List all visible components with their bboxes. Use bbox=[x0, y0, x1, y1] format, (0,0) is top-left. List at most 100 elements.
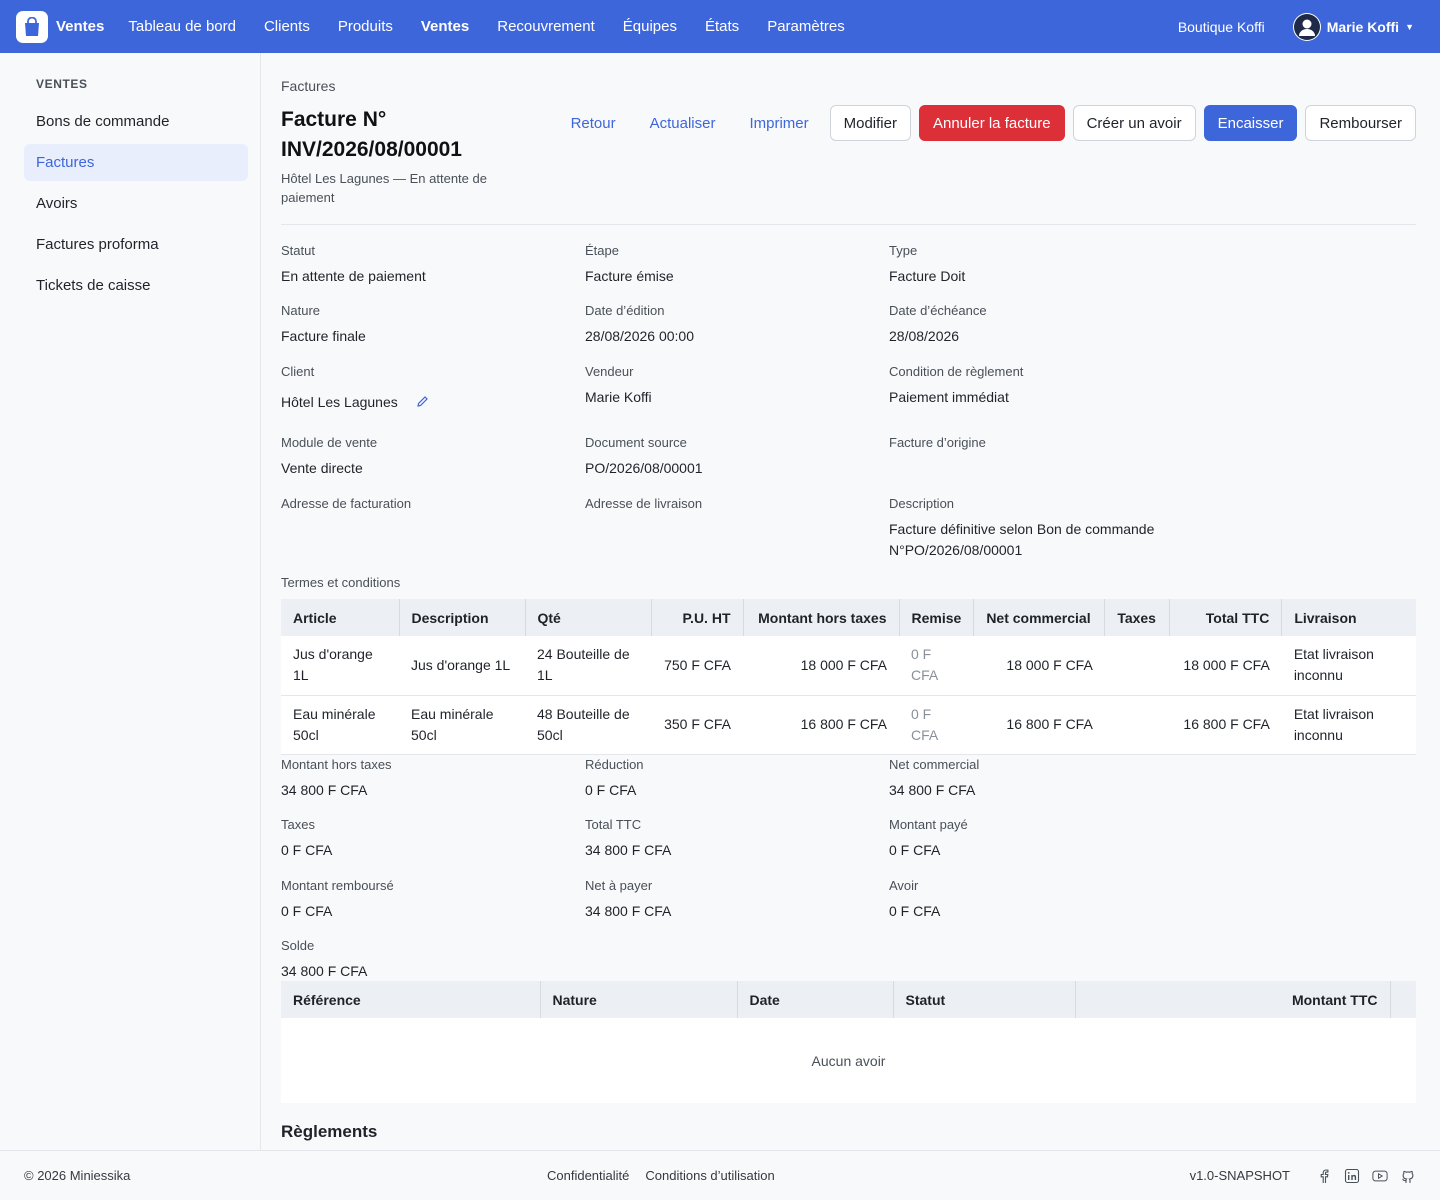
col-remise[interactable]: Remise bbox=[899, 599, 975, 636]
sidebar-item-factures-proforma[interactable]: Factures proforma bbox=[36, 236, 159, 253]
nav-etats[interactable]: États bbox=[705, 18, 740, 35]
field-value: Vente directe bbox=[281, 460, 363, 476]
table-row[interactable]: Jus d'orange 1L Jus d'orange 1L 24 Boute… bbox=[281, 636, 1416, 696]
col-taxes[interactable]: Taxes bbox=[1104, 599, 1171, 636]
copyright: © 2026 Miniessika bbox=[24, 1168, 131, 1183]
col-article[interactable]: Article bbox=[281, 599, 400, 636]
col-reference[interactable]: Référence bbox=[281, 981, 541, 1018]
client-link[interactable]: Hôtel Les Lagunes bbox=[281, 394, 398, 410]
col-montant-ttc[interactable]: Montant TTC bbox=[1075, 981, 1391, 1018]
field-date-edition: Date d’édition 28/08/2026 00:00 bbox=[585, 302, 885, 347]
col-statut[interactable]: Statut bbox=[893, 981, 1076, 1018]
field-value: 34 800 F CFA bbox=[889, 782, 976, 798]
facebook-icon[interactable] bbox=[1316, 1168, 1332, 1184]
col-net-commercial[interactable]: Net commercial bbox=[973, 599, 1106, 636]
cell-total-ttc: 16 800 F CFA bbox=[1169, 695, 1282, 755]
nav-clients[interactable]: Clients bbox=[263, 18, 310, 35]
nav-recouvrement[interactable]: Recouvrement bbox=[497, 18, 595, 35]
privacy-link[interactable]: Confidentialité bbox=[547, 1168, 630, 1183]
field-label: Taxes bbox=[281, 817, 315, 832]
youtube-icon[interactable] bbox=[1372, 1168, 1388, 1184]
terms-link[interactable]: Conditions d’utilisation bbox=[645, 1168, 775, 1183]
total-paye: Montant payé 0 F CFA bbox=[889, 816, 1189, 861]
field-label: Vendeur bbox=[585, 364, 634, 379]
col-montant-ht[interactable]: Montant hors taxes bbox=[743, 599, 900, 636]
field-client: Client Hôtel Les Lagunes bbox=[281, 363, 581, 414]
sidebar-item-tickets-de-caisse[interactable]: Tickets de caisse bbox=[36, 277, 151, 294]
cell-taxes bbox=[1104, 636, 1170, 696]
divider bbox=[281, 224, 1416, 225]
pencil-icon[interactable] bbox=[416, 393, 429, 414]
cell-article: Jus d'orange 1L bbox=[281, 636, 399, 696]
nav-ventes[interactable]: Ventes bbox=[420, 18, 470, 35]
chevron-down-icon[interactable]: ▼ bbox=[1405, 21, 1414, 32]
sidebar-item-avoirs[interactable]: Avoirs bbox=[36, 195, 78, 212]
sidebar-item-factures[interactable]: Factures bbox=[24, 144, 248, 181]
total-net-a-payer: Net à payer 34 800 F CFA bbox=[585, 877, 885, 922]
reglements-title: Règlements bbox=[281, 1122, 378, 1141]
cell-taxes bbox=[1104, 695, 1170, 755]
field-description: Description Facture définitive selon Bon… bbox=[889, 495, 1209, 561]
col-livraison[interactable]: Livraison bbox=[1281, 599, 1416, 636]
breadcrumb[interactable]: Factures bbox=[281, 78, 336, 94]
create-credit-note-button[interactable]: Créer un avoir bbox=[1072, 105, 1196, 141]
linkedin-icon[interactable] bbox=[1344, 1168, 1360, 1184]
brand-name[interactable]: Ventes bbox=[56, 18, 105, 35]
sidebar-item-bons-de-commande[interactable]: Bons de commande bbox=[36, 113, 170, 130]
field-label: Module de vente bbox=[281, 435, 378, 450]
table-row[interactable]: Eau minérale 50cl Eau minérale 50cl 48 B… bbox=[281, 695, 1416, 755]
field-label: Montant hors taxes bbox=[281, 757, 392, 772]
sidebar-title: VENTES bbox=[36, 77, 88, 91]
field-adresse-livraison: Adresse de livraison bbox=[585, 495, 885, 519]
github-icon[interactable] bbox=[1400, 1168, 1416, 1184]
cell-qte: 48 Bouteille de 50cl bbox=[525, 695, 651, 755]
cancel-invoice-button[interactable]: Annuler la facture bbox=[918, 105, 1065, 141]
field-label: Description bbox=[889, 496, 955, 511]
field-value: Facture Doit bbox=[889, 268, 966, 284]
refund-button[interactable]: Rembourser bbox=[1305, 105, 1416, 141]
nav-parametres[interactable]: Paramètres bbox=[767, 18, 845, 35]
field-label: Total TTC bbox=[585, 817, 642, 832]
field-date-echeance: Date d’échéance 28/08/2026 bbox=[889, 302, 1189, 347]
shopping-bag-logo-icon[interactable] bbox=[16, 10, 48, 43]
col-date[interactable]: Date bbox=[737, 981, 894, 1018]
field-label: Adresse de facturation bbox=[281, 496, 412, 511]
cell-remise: 0 F CFA bbox=[899, 695, 974, 755]
total-solde: Solde 34 800 F CFA bbox=[281, 937, 581, 982]
nav-equipes[interactable]: Équipes bbox=[622, 18, 677, 35]
field-value: 34 800 F CFA bbox=[585, 903, 672, 919]
main-content: Factures Facture N° INV/2026/08/00001 Hô… bbox=[281, 53, 1416, 1150]
nav-tableau-de-bord[interactable]: Tableau de bord bbox=[128, 18, 236, 35]
col-qte[interactable]: Qté bbox=[525, 599, 652, 636]
field-value: 0 F CFA bbox=[281, 842, 333, 858]
back-button[interactable]: Retour bbox=[570, 114, 616, 132]
field-value[interactable]: PO/2026/08/00001 bbox=[585, 460, 703, 476]
footer: © 2026 Miniessika Confidentialité Condit… bbox=[0, 1150, 1440, 1200]
page-subtitle: Hôtel Les Lagunes — En attente de paieme… bbox=[281, 171, 487, 205]
nav-produits[interactable]: Produits bbox=[337, 18, 393, 35]
total-ttc: Total TTC 34 800 F CFA bbox=[585, 816, 885, 861]
collect-payment-button[interactable]: Encaisser bbox=[1203, 105, 1298, 141]
col-pu-ht[interactable]: P.U. HT bbox=[651, 599, 744, 636]
print-button[interactable]: Imprimer bbox=[749, 114, 809, 132]
avatar[interactable] bbox=[1292, 12, 1321, 41]
field-statut: Statut En attente de paiement bbox=[281, 242, 581, 287]
edit-button[interactable]: Modifier bbox=[829, 105, 911, 141]
refresh-button[interactable]: Actualiser bbox=[649, 114, 716, 132]
field-value: 0 F CFA bbox=[889, 842, 941, 858]
field-value: 0 F CFA bbox=[585, 782, 637, 798]
version: v1.0-SNAPSHOT bbox=[1189, 1168, 1290, 1183]
shop-switcher[interactable]: Boutique Koffi bbox=[1177, 18, 1265, 35]
empty-row: Aucun avoir bbox=[281, 1018, 1416, 1103]
col-nature[interactable]: Nature bbox=[540, 981, 738, 1018]
field-label: Facture d’origine bbox=[889, 435, 986, 450]
field-value: 28/08/2026 bbox=[889, 328, 960, 344]
col-total-ttc[interactable]: Total TTC bbox=[1169, 599, 1283, 636]
field-label: Date d’édition bbox=[585, 303, 665, 318]
field-value: En attente de paiement bbox=[281, 268, 426, 284]
user-menu[interactable]: Marie Koffi bbox=[1326, 18, 1400, 35]
invoice-lines-table: Article Description Qté P.U. HT Montant … bbox=[281, 599, 1416, 755]
field-label: Avoir bbox=[889, 878, 919, 893]
col-description[interactable]: Description bbox=[399, 599, 526, 636]
sidebar: VENTES Bons de commande Factures Avoirs … bbox=[0, 53, 261, 1150]
